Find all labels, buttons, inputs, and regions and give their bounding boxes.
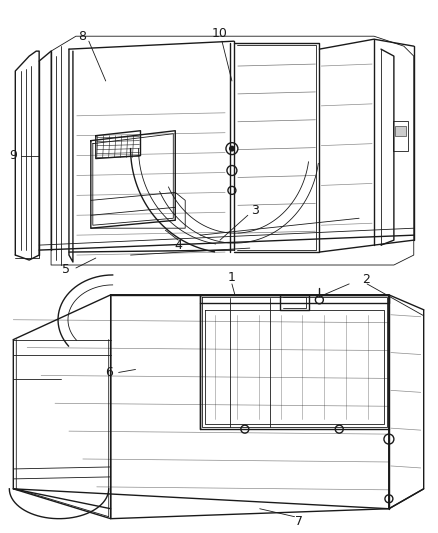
Text: 7: 7 (296, 515, 304, 528)
Text: 5: 5 (62, 263, 70, 277)
Bar (395, 126, 406, 136)
Text: 4: 4 (174, 239, 182, 252)
Text: 2: 2 (362, 273, 370, 286)
Text: 1: 1 (228, 271, 236, 285)
Bar (393, 121, 408, 151)
Circle shape (229, 146, 235, 151)
Text: 3: 3 (251, 204, 259, 217)
Text: 6: 6 (105, 366, 113, 379)
Text: 8: 8 (78, 30, 86, 43)
Text: 10: 10 (212, 27, 228, 40)
Text: 9: 9 (9, 149, 17, 162)
